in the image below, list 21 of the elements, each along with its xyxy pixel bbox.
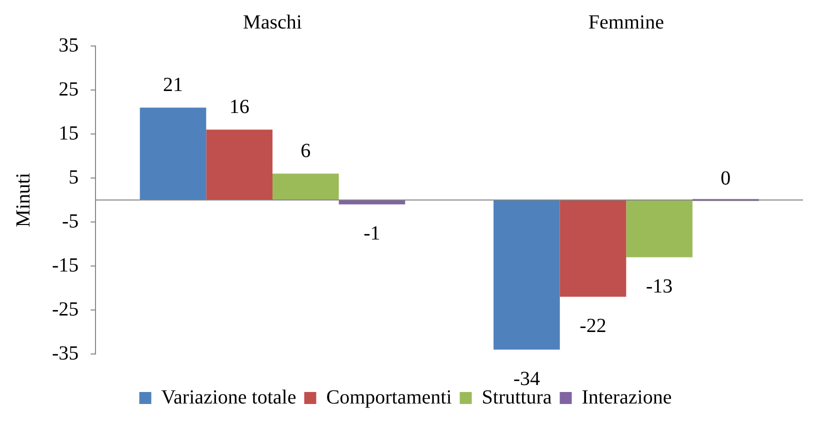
data-label: 21: [163, 74, 184, 96]
y-tick-label: 5: [68, 166, 79, 188]
y-axis-title: Minuti: [12, 172, 34, 228]
y-tick-label: 35: [58, 34, 79, 56]
legend-label: Interazione: [582, 386, 672, 408]
legend-label: Variazione totale: [161, 386, 296, 408]
data-label: 0: [720, 167, 731, 190]
data-label: 6: [300, 140, 311, 162]
y-tick-label: -15: [52, 254, 79, 276]
x-tick-label: Femmine: [588, 11, 664, 34]
data-label: 16: [229, 96, 250, 118]
y-tick-label: 25: [58, 78, 79, 100]
x-tick-label: Maschi: [243, 11, 302, 34]
data-label: -1: [364, 222, 380, 245]
data-label: -13: [646, 275, 673, 298]
y-tick-label: -5: [62, 210, 79, 232]
y-tick-label: -25: [52, 298, 79, 320]
y-tick-label: -35: [52, 342, 79, 364]
legend-label: Comportamenti: [326, 386, 452, 408]
data-label: -22: [580, 315, 606, 338]
y-tick-label: 15: [58, 122, 79, 144]
